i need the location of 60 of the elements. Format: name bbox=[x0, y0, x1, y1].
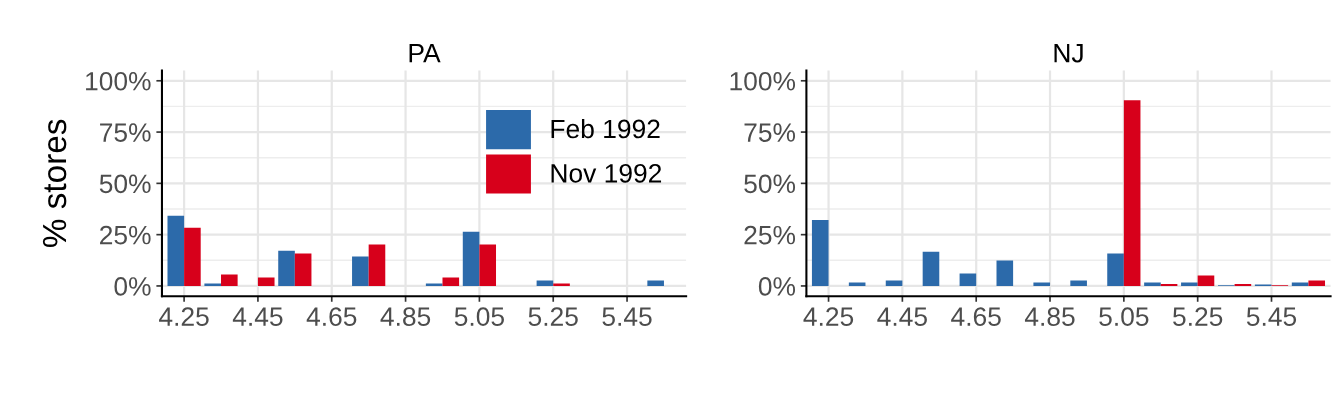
x-tick-label: 4.45 bbox=[232, 307, 283, 327]
bar bbox=[1033, 282, 1051, 286]
y-tick-label: 0% bbox=[758, 277, 796, 296]
y-tick-label: 0% bbox=[114, 277, 151, 296]
bar bbox=[996, 260, 1014, 286]
bar bbox=[184, 227, 201, 286]
bar bbox=[959, 273, 977, 286]
y-tick-label: 50% bbox=[99, 174, 151, 194]
bar bbox=[553, 283, 570, 286]
legend-label: Feb 1992 bbox=[551, 118, 660, 139]
bar bbox=[221, 274, 238, 286]
y-tick-label: 25% bbox=[744, 225, 796, 245]
x-tick-label: 5.05 bbox=[454, 307, 504, 327]
bar bbox=[257, 277, 275, 286]
bar bbox=[204, 283, 222, 286]
y-tick-label: 75% bbox=[100, 123, 151, 142]
x-tick-label: 4.65 bbox=[306, 307, 357, 327]
chart-title: PA bbox=[409, 44, 441, 63]
x-tick-label: 5.45 bbox=[1246, 307, 1297, 327]
bar bbox=[1144, 282, 1161, 286]
chart-title: NJ bbox=[1054, 44, 1083, 63]
bar bbox=[368, 244, 386, 286]
legend-label: Nov 1992 bbox=[551, 163, 662, 183]
x-tick-label: 4.25 bbox=[159, 307, 209, 327]
y-tick-label: 75% bbox=[744, 123, 796, 142]
y-tick-label: 25% bbox=[100, 225, 151, 245]
bar bbox=[1181, 282, 1198, 286]
y-tick-label: 100% bbox=[86, 71, 151, 91]
bar bbox=[1070, 280, 1087, 286]
x-tick-label: 5.45 bbox=[602, 307, 652, 327]
x-tick-label: 4.85 bbox=[380, 307, 431, 327]
bar bbox=[647, 280, 664, 286]
bar bbox=[536, 280, 554, 286]
bar bbox=[479, 244, 497, 286]
bar bbox=[922, 251, 940, 286]
y-tick-label: 100% bbox=[730, 71, 796, 91]
bar bbox=[885, 280, 903, 286]
y-tick-label: 50% bbox=[744, 174, 796, 194]
bar bbox=[1308, 280, 1326, 286]
bar bbox=[811, 220, 829, 286]
bar bbox=[1291, 282, 1309, 286]
x-tick-label: 4.85 bbox=[1024, 307, 1075, 327]
y-axis-title: % stores bbox=[42, 119, 67, 248]
bar bbox=[848, 282, 866, 286]
bar bbox=[1107, 253, 1124, 286]
bar bbox=[278, 250, 295, 286]
x-tick-label: 4.45 bbox=[877, 307, 927, 327]
x-tick-label: 5.05 bbox=[1099, 307, 1149, 327]
x-tick-label: 4.25 bbox=[803, 307, 854, 327]
bar bbox=[294, 253, 312, 286]
bar bbox=[1123, 100, 1141, 286]
x-tick-label: 4.65 bbox=[951, 307, 1001, 327]
x-tick-label: 5.25 bbox=[1173, 307, 1223, 327]
bar bbox=[167, 215, 185, 286]
bar bbox=[425, 283, 443, 286]
bar bbox=[462, 231, 480, 286]
bar bbox=[352, 256, 369, 286]
bar bbox=[1197, 275, 1215, 286]
bar bbox=[442, 277, 460, 286]
x-tick-label: 5.25 bbox=[528, 307, 578, 327]
